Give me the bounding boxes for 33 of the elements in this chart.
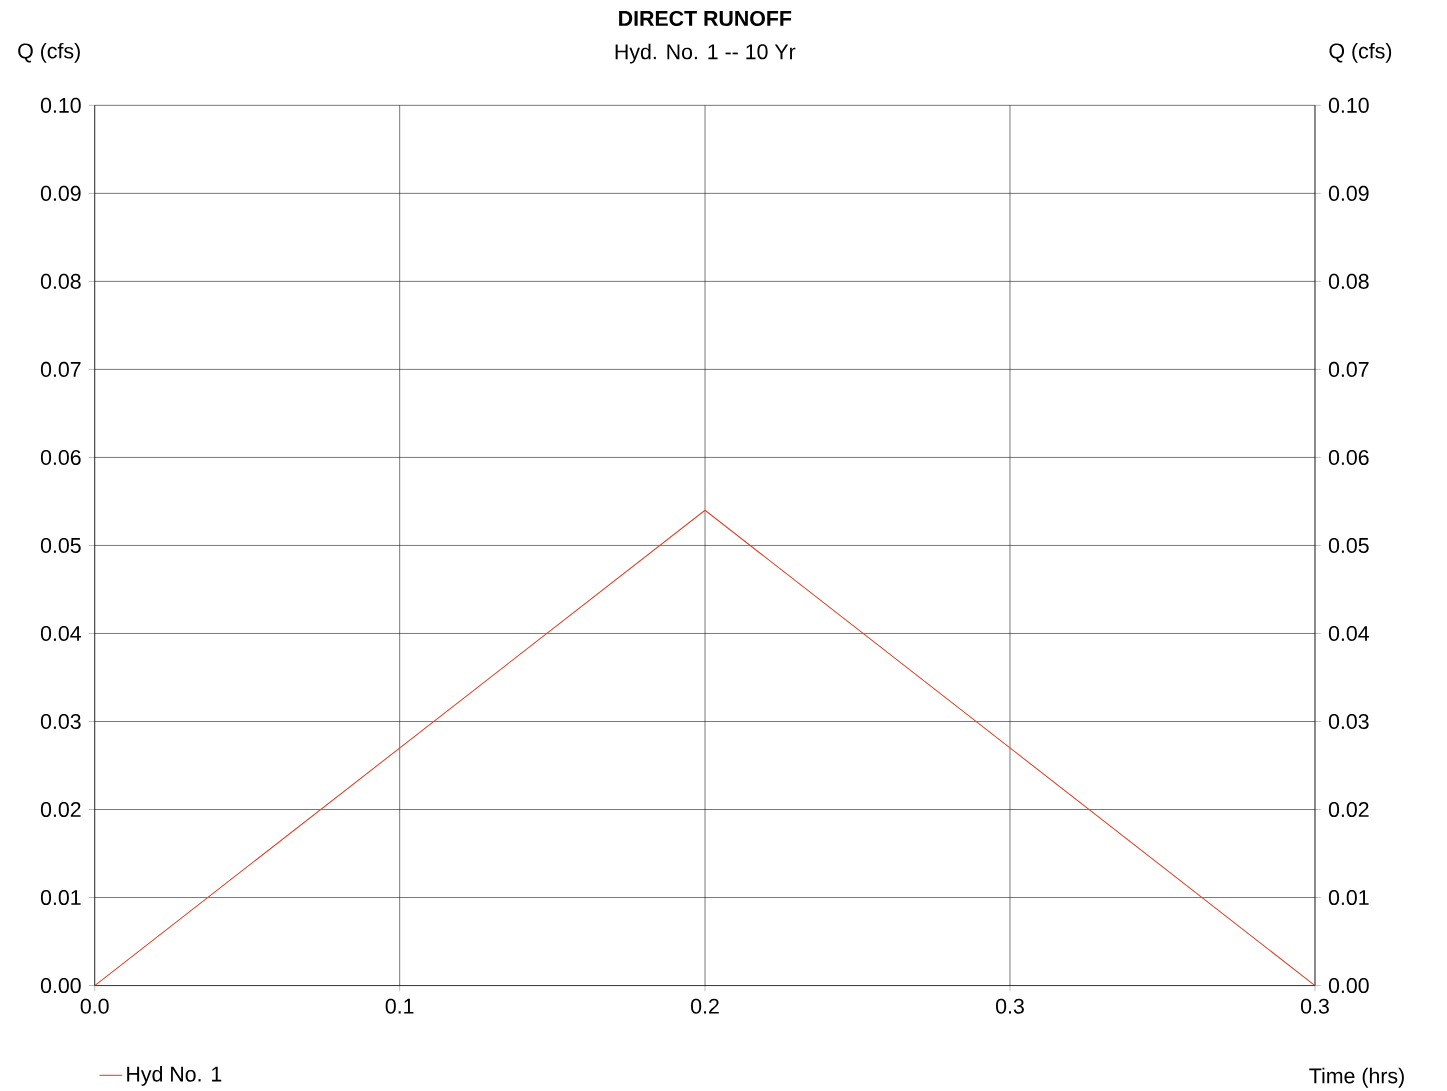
y-tick-label: 0.03 xyxy=(40,713,81,730)
x-tick-label: 0.0 xyxy=(80,998,109,1014)
y-tick-label: 0.02 xyxy=(40,802,81,818)
y2-axis-title: Q (cfs) xyxy=(1329,42,1392,63)
y-tick-label: 0.06 xyxy=(40,449,81,466)
y-tick-label: 0.05 xyxy=(40,537,81,554)
chart-subtitle: Hyd. No. 1 -- 10 Yr xyxy=(615,43,796,64)
y2-tick-label: 0.09 xyxy=(1328,185,1369,201)
y2-tick-label: 0.08 xyxy=(1328,273,1369,289)
x-tick-label: 0.3 xyxy=(996,998,1024,1014)
legend-label: Hyd No. 1 xyxy=(127,1066,222,1086)
y-tick-label: 0.09 xyxy=(40,185,81,201)
y-tick-label: 0.04 xyxy=(40,625,81,642)
y2-tick-label: 0.02 xyxy=(1328,802,1369,818)
y-tick-label: 0.07 xyxy=(40,361,81,378)
y2-tick-label: 0.03 xyxy=(1328,713,1369,730)
y-axis-title: Q (cfs) xyxy=(18,42,80,63)
y2-tick-label: 0.05 xyxy=(1328,537,1369,554)
y-tick-label: 0.10 xyxy=(40,97,81,113)
y-tick-label: 0.01 xyxy=(40,890,81,906)
chart-title: DIRECT RUNOFF xyxy=(619,10,792,27)
y2-tick-label: 0.00 xyxy=(1328,978,1369,994)
x-tick-label: 0.2 xyxy=(691,998,719,1014)
y2-tick-label: 0.10 xyxy=(1328,97,1369,113)
y2-tick-label: 0.06 xyxy=(1328,449,1369,466)
x-axis-title: Time (hrs) xyxy=(1309,1067,1404,1088)
y2-tick-label: 0.07 xyxy=(1328,361,1369,377)
y-tick-label: 0.08 xyxy=(40,273,81,289)
y-tick-label: 0.00 xyxy=(40,978,81,994)
x-tick-label: 0.3 xyxy=(1300,998,1329,1014)
y2-tick-label: 0.04 xyxy=(1328,625,1369,642)
x-tick-label: 0.1 xyxy=(385,998,414,1014)
y2-tick-label: 0.01 xyxy=(1328,890,1369,906)
